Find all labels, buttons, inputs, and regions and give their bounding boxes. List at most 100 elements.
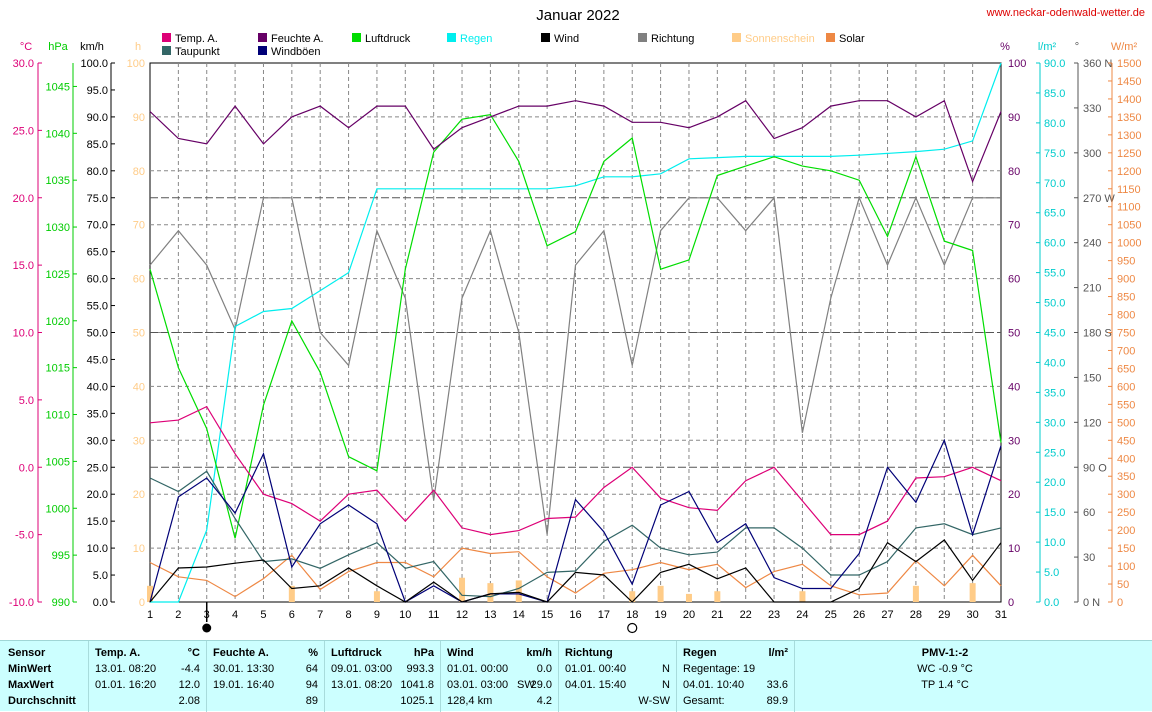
tick-feuchte: 70 (1008, 220, 1020, 232)
tick-regen: 75.0 (1044, 148, 1065, 160)
tick-regen: 60.0 (1044, 238, 1065, 250)
tick-solar: 1350 (1117, 112, 1141, 124)
tick-solar: 600 (1117, 381, 1135, 393)
tick-sonne: 20 (133, 489, 145, 501)
x-tick-label: 31 (995, 609, 1007, 621)
series-line-richtung (149, 195, 1001, 535)
regen-gesamt: 89.9 (766, 695, 788, 707)
tick-sonne: 0 (139, 597, 145, 609)
new-moon-icon (202, 623, 212, 633)
wind-unit: km/h (526, 647, 552, 659)
x-tick-label: 17 (598, 609, 610, 621)
tick-solar: 1250 (1117, 148, 1141, 160)
tick-temp: 20.0 (13, 193, 34, 205)
tick-wind: 50.0 (87, 328, 108, 340)
site-url: www.neckar-odenwald-wetter.de (986, 7, 1145, 19)
sunshine-bar (373, 591, 380, 602)
tick-luftdruck: 1000 (46, 503, 70, 515)
x-tick-label: 28 (910, 609, 922, 621)
richtung-min-time: 01.01. 00:40 (565, 663, 627, 675)
grid (150, 63, 1001, 602)
tick-solar: 1200 (1117, 166, 1141, 178)
tick-feuchte: 0 (1008, 597, 1014, 609)
pmv-tp: TP 1.4 °C (921, 679, 969, 691)
tick-feuchte: 80 (1008, 166, 1020, 178)
legend-swatch-5 (447, 33, 456, 42)
tick-luftdruck: 1030 (46, 222, 70, 234)
x-tick-label: 6 (289, 609, 295, 621)
temp-max-val: 12.0 (178, 679, 200, 691)
x-tick-label: 30 (967, 609, 979, 621)
wind-title: Wind (447, 647, 474, 659)
tick-regen: 50.0 (1044, 298, 1065, 310)
legend-swatch-2 (258, 33, 267, 42)
tick-solar: 1050 (1117, 220, 1141, 232)
sunshine-bar (629, 591, 636, 602)
x-tick-label: 21 (711, 609, 723, 621)
tick-luftdruck: 1045 (46, 81, 70, 93)
legend-swatch-3 (258, 46, 267, 55)
tick-regen: 10.0 (1044, 537, 1065, 549)
tick-feuchte: 20 (1008, 489, 1020, 501)
tick-wind: 15.0 (87, 516, 108, 528)
series-line-feuchte-a- (149, 99, 1002, 184)
tick-wind: 55.0 (87, 301, 108, 313)
sunshine-bar (912, 585, 919, 602)
x-tick-label: 1 (147, 609, 153, 621)
legend-label-3: Windböen (271, 46, 321, 58)
x-tick-label: 16 (569, 609, 581, 621)
tick-regen: 25.0 (1044, 447, 1065, 459)
tick-wind: 35.0 (87, 408, 108, 420)
tick-sonne: 40 (133, 381, 145, 393)
tick-feuchte: 10 (1008, 543, 1020, 555)
tick-wind: 80.0 (87, 166, 108, 178)
col-pmv: PMV-1:-2 WC -0.9 °C TP 1.4 °C (794, 641, 1152, 712)
tick-sonne: 50 (133, 328, 145, 340)
tick-luftdruck: 1015 (46, 363, 70, 375)
tick-luftdruck: 1025 (46, 269, 70, 281)
x-tick-label: 19 (654, 609, 666, 621)
x-tick-label: 7 (317, 609, 323, 621)
tick-richtung: 120 (1083, 417, 1101, 429)
tick-wind: 90.0 (87, 112, 108, 124)
axes: 30.0 25.0 20.0 15.0 10.0 5.0 0.0 -5.0 -10.0 1045 1… (9, 58, 1142, 609)
sunshine-bars (147, 577, 976, 602)
series-lines (149, 62, 1002, 603)
series-line-solar (149, 547, 1002, 598)
tick-solar: 0 (1117, 597, 1123, 609)
series-line-windböen (149, 438, 1002, 603)
tick-richtung: 240 (1083, 238, 1101, 250)
tick-wind: 70.0 (87, 220, 108, 232)
legend-swatch-6 (541, 33, 550, 42)
legend-swatch-1 (162, 46, 171, 55)
tick-solar: 50 (1117, 579, 1129, 591)
unit-temp: °C (20, 41, 32, 53)
tick-solar: 450 (1117, 435, 1135, 447)
tick-solar: 1150 (1117, 184, 1141, 196)
unit-richtung: ° (1075, 41, 1079, 53)
tick-solar: 650 (1117, 363, 1135, 375)
label-sensor: Sensor (8, 647, 46, 659)
tick-richtung: 270 W (1083, 193, 1115, 205)
tick-feuchte: 90 (1008, 112, 1020, 124)
temp-unit: °C (187, 647, 200, 659)
luftdruck-unit: hPa (413, 647, 434, 659)
tick-temp: 0.0 (19, 462, 34, 474)
x-tick-label: 20 (683, 609, 695, 621)
luftdruck-max-val: 1041.8 (400, 679, 434, 691)
sunshine-bar (969, 583, 976, 602)
sunshine-bar (714, 591, 721, 602)
x-tick-label: 29 (938, 609, 950, 621)
tick-solar: 100 (1117, 561, 1135, 573)
tick-temp: -5.0 (15, 530, 34, 542)
legend-swatch-7 (638, 33, 647, 42)
tick-solar: 950 (1117, 256, 1135, 268)
richtung-max-val: N (662, 679, 670, 691)
legend-label-6: Wind (554, 33, 579, 45)
wind-min-val: 0.0 (536, 663, 552, 675)
unit-solar: W/m² (1111, 41, 1138, 53)
sunshine-bar (487, 583, 494, 602)
tick-sonne: 10 (133, 543, 145, 555)
x-tick-label: 24 (796, 609, 808, 621)
tick-solar: 350 (1117, 471, 1135, 483)
